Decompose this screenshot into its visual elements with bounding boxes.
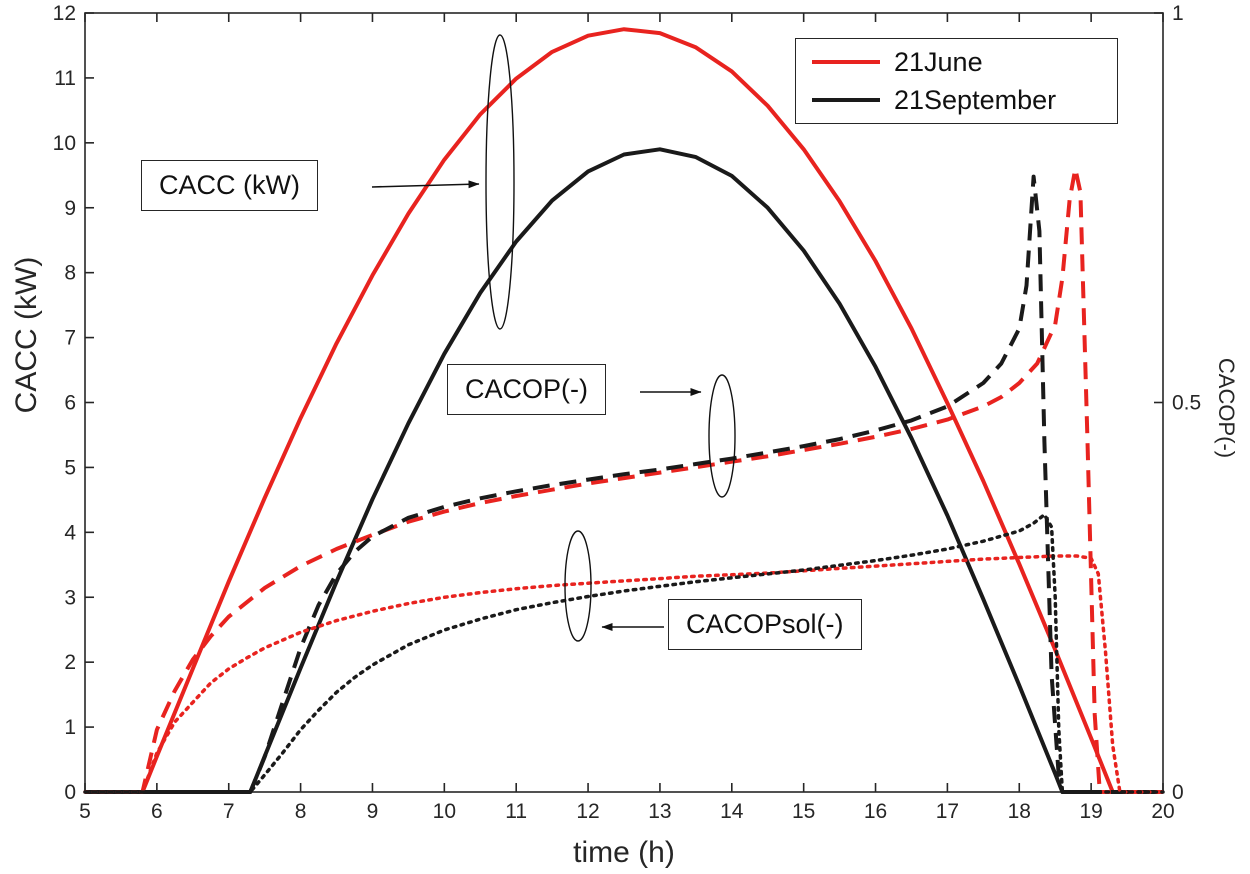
x-tick-label: 17 xyxy=(936,800,959,823)
left-y-tick-label: 10 xyxy=(53,132,76,155)
x-tick-label: 14 xyxy=(720,800,744,823)
left-y-tick-label: 4 xyxy=(64,521,76,544)
x-tick-label: 15 xyxy=(792,800,815,823)
series-cacc-21september xyxy=(85,147,1163,794)
legend-item: 21June xyxy=(796,43,1117,81)
annotation-graphics xyxy=(371,34,736,642)
right-y-tick-label: 1 xyxy=(1172,2,1184,25)
x-tick-label: 9 xyxy=(367,800,379,823)
x-tick-label: 19 xyxy=(1079,800,1102,823)
annotation-ellipse xyxy=(708,374,736,498)
annotation-ellipse xyxy=(485,34,515,330)
legend-label: 21June xyxy=(894,46,983,77)
plot-border xyxy=(84,12,1164,793)
series-cacop-21june xyxy=(85,166,1163,794)
x-axis-title: time (h) xyxy=(573,836,675,869)
right-y-tick-label: 0.5 xyxy=(1172,392,1201,415)
legend: 21June 21September xyxy=(795,38,1118,124)
x-tick-label: 13 xyxy=(648,800,671,823)
x-tick-label: 6 xyxy=(151,800,163,823)
left-y-tick-label: 12 xyxy=(53,2,76,25)
legend-line-swatch-black xyxy=(812,98,880,102)
legend-item: 21September xyxy=(796,81,1117,119)
series-curves xyxy=(83,27,1165,794)
x-tick-label: 20 xyxy=(1151,800,1174,823)
x-tick-label: 5 xyxy=(79,800,91,823)
left-y-tick-label: 11 xyxy=(54,67,76,90)
tick-labels: 5 6 7 8 9 10 11 12 13 14 15 16 17 18 19 200123456789101… xyxy=(53,2,1202,823)
left-y-tick-label: 3 xyxy=(64,586,76,609)
x-tick-label: 12 xyxy=(576,800,599,823)
right-y-axis-title: CACOP(-) xyxy=(1214,357,1239,459)
left-y-tick-label: 6 xyxy=(64,392,76,415)
legend-line-swatch-red xyxy=(812,60,880,64)
series-cacopsol-21september xyxy=(83,512,1165,794)
series-cacop-21september xyxy=(85,174,1163,794)
left-y-tick-label: 2 xyxy=(64,651,76,674)
x-tick-label: 8 xyxy=(295,800,307,823)
series-cacc-21june xyxy=(85,27,1163,794)
axes-frame xyxy=(84,12,1164,793)
annotation-box: CACC (kW) xyxy=(141,160,318,211)
left-y-tick-label: 1 xyxy=(64,716,76,739)
x-tick-label: 7 xyxy=(223,800,235,823)
left-y-tick-label: 8 xyxy=(64,262,76,285)
left-y-axis-title: CACC (kW) xyxy=(10,256,43,414)
x-tick-label: 11 xyxy=(505,800,527,823)
annotation-arrow xyxy=(371,180,480,189)
series-cacopsol-21june xyxy=(83,554,1165,794)
left-y-tick-label: 5 xyxy=(64,456,76,479)
annotation-box: CACOP(-) xyxy=(447,364,606,415)
left-y-tick-label: 0 xyxy=(64,781,76,804)
x-tick-label: 16 xyxy=(864,800,887,823)
left-y-tick-label: 9 xyxy=(64,197,76,220)
annotation-ellipse xyxy=(564,530,592,642)
x-tick-label: 18 xyxy=(1008,800,1031,823)
right-y-tick-label: 0 xyxy=(1172,781,1184,804)
left-y-tick-label: 7 xyxy=(64,327,76,350)
x-tick-label: 10 xyxy=(433,800,456,823)
annotation-box: CACOPsol(-) xyxy=(668,599,862,650)
legend-label: 21September xyxy=(894,84,1057,115)
